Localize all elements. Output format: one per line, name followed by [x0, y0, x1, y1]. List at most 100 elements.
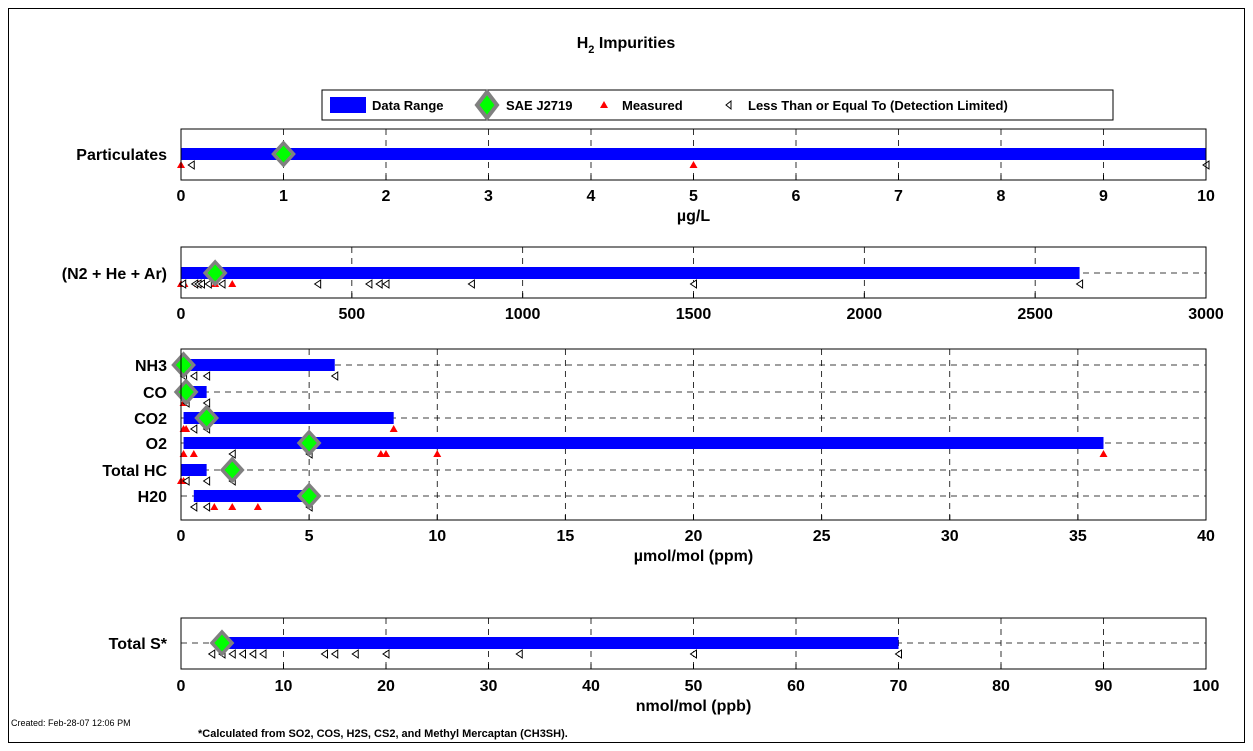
- row-label: CO2: [134, 411, 167, 428]
- range-bar: [181, 464, 207, 476]
- measured-point: [179, 450, 188, 457]
- tick-label: 4: [587, 188, 596, 205]
- tick-label: 500: [338, 306, 365, 323]
- detection-point: [182, 476, 190, 486]
- chart-frame: [8, 8, 1245, 743]
- sae-marker: [202, 259, 228, 287]
- tick-label: 80: [992, 678, 1010, 695]
- tick-label: 3: [484, 188, 493, 205]
- sae-marker: [171, 351, 196, 379]
- title-subscript: 2: [588, 44, 594, 56]
- range-bar: [181, 267, 1080, 279]
- measured-point: [433, 450, 442, 457]
- legend-box: [321, 89, 1114, 121]
- tick-label: 10: [428, 528, 446, 545]
- tick-label: 10: [275, 678, 293, 695]
- tick-label: 7: [894, 188, 903, 205]
- range-bar: [183, 412, 394, 424]
- tick-label: 15: [556, 528, 574, 545]
- tick-label: 5: [305, 528, 314, 545]
- x-axis-label: µmol/mol (ppm): [634, 548, 753, 565]
- tick-label: 9: [1099, 188, 1108, 205]
- chart-title: H2 Impurities: [577, 35, 676, 56]
- detection-point: [365, 279, 373, 289]
- tick-label: 30: [941, 528, 959, 545]
- detection-point: [382, 649, 390, 659]
- legend-sae-marker: [474, 88, 500, 122]
- x-axis-label: µg/L: [677, 208, 710, 225]
- tick-label: 0: [177, 678, 186, 695]
- detection-point: [351, 649, 359, 659]
- range-bar: [193, 490, 310, 502]
- sae-marker: [173, 378, 199, 406]
- panel-0: Particulates 0 1 2 3 4 5 6 7 8 9 10 µg/L: [76, 128, 1215, 225]
- tick-label: 1500: [676, 306, 712, 323]
- sae-marker: [219, 456, 245, 484]
- tick-label: 70: [890, 678, 908, 695]
- range-bar: [181, 148, 1206, 160]
- tick-label: 35: [1069, 528, 1087, 545]
- legend-range-swatch: [330, 97, 366, 113]
- legend-sae: SAE J2719: [506, 98, 573, 113]
- detection-point: [375, 279, 383, 289]
- measured-point: [1099, 450, 1108, 457]
- tick-label: 90: [1095, 678, 1113, 695]
- panel-1: (N2 + He + Ar) 0 500 1000 1500 2000 2500 3000: [62, 246, 1224, 323]
- sae-marker: [296, 429, 322, 457]
- measured-point: [210, 503, 219, 510]
- measured-point: [228, 503, 237, 510]
- detection-point: [204, 279, 212, 289]
- measured-point: [382, 450, 390, 457]
- sae-marker: [209, 629, 235, 657]
- legend-measured-marker: [600, 101, 608, 108]
- panels: Particulates 0 1 2 3 4 5 6 7 8 9 10 µg/L (N2 + He + A…: [62, 128, 1224, 715]
- footnote: *Calculated from SO2, COS, H2S, CS2, and…: [198, 728, 568, 740]
- row-label: Particulates: [76, 147, 167, 164]
- tick-label: 6: [792, 188, 801, 205]
- detection-point: [189, 371, 198, 381]
- detection-point: [218, 279, 226, 289]
- tick-label: 2500: [1017, 306, 1053, 323]
- title-main: H: [577, 35, 589, 52]
- detection-point: [689, 649, 697, 659]
- sae-marker: [194, 404, 219, 432]
- tick-label: 8: [997, 188, 1006, 205]
- detection-point: [248, 649, 257, 659]
- row-label: Total HC: [102, 463, 167, 480]
- detection-point: [238, 649, 246, 659]
- x-axis-label: nmol/mol (ppb): [636, 698, 752, 715]
- tick-label: 25: [813, 528, 831, 545]
- sae-marker: [271, 140, 296, 168]
- tick-label: 50: [685, 678, 703, 695]
- detection-point: [1075, 279, 1084, 289]
- detection-point: [689, 279, 697, 289]
- tick-label: 0: [177, 188, 186, 205]
- detection-point: [207, 649, 216, 659]
- detection-point: [178, 279, 187, 289]
- tick-label: 10: [1197, 188, 1215, 205]
- row-label: H20: [138, 489, 167, 506]
- detection-point: [313, 279, 322, 289]
- panel-3: Total S* 0 10 20 30 40 50 60 70 80 90 100 nmol/mol (…: [109, 617, 1219, 715]
- row-label: NH3: [135, 358, 167, 375]
- tick-label: 0: [177, 306, 186, 323]
- legend-data-range: Data Range: [372, 98, 444, 113]
- tick-label: 60: [787, 678, 805, 695]
- range-bar: [181, 359, 335, 371]
- tick-label: 3000: [1188, 306, 1224, 323]
- detection-point: [228, 449, 236, 459]
- tick-label: 0: [177, 528, 186, 545]
- measured-point: [253, 503, 262, 510]
- tick-label: 20: [377, 678, 395, 695]
- row-label: O2: [146, 436, 167, 453]
- measured-point: [689, 161, 698, 168]
- detection-point: [515, 649, 523, 659]
- sae-marker: [296, 482, 322, 510]
- detection-point: [259, 649, 267, 659]
- detection-point: [187, 160, 195, 170]
- measured-point: [182, 425, 191, 432]
- detection-point: [330, 371, 339, 381]
- measured-point: [376, 450, 385, 457]
- detection-point: [202, 502, 211, 512]
